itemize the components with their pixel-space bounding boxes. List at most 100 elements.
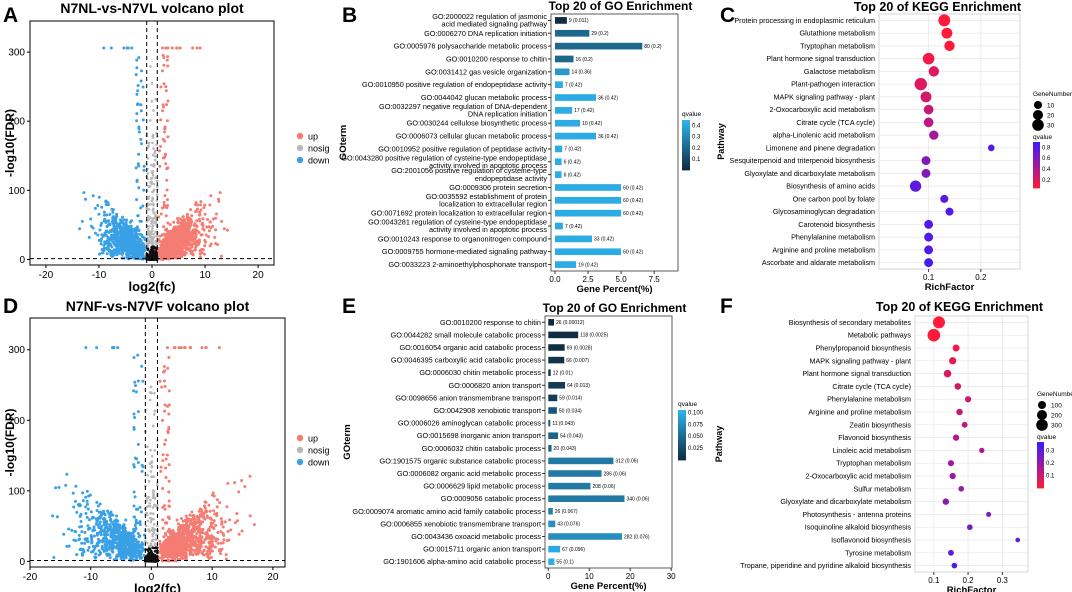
y-tick-label: 300: [8, 48, 25, 59]
down-point: [139, 103, 143, 107]
down-point: [106, 241, 110, 245]
down-point: [115, 246, 119, 250]
panel-label-f: F: [720, 295, 733, 318]
down-point: [119, 225, 123, 229]
down-point: [115, 227, 119, 231]
nosig-point: [151, 190, 154, 194]
nosig-point: [148, 241, 151, 244]
up-point: [202, 252, 206, 256]
legend-marker-up: [296, 132, 304, 140]
nosig-point: [150, 238, 154, 242]
nosig-point: [149, 177, 153, 180]
up-point: [207, 229, 211, 233]
up-point: [158, 164, 162, 168]
up-point: [206, 217, 210, 221]
charts-layer: N7NL-vs-N7VL volcano plot-20 -10 0 10 200100…: [3, 0, 1072, 592]
up-point: [172, 220, 176, 224]
down-point: [123, 243, 127, 247]
down-point: [137, 243, 141, 247]
y-tick-label: 100: [8, 186, 25, 197]
up-point: [225, 228, 229, 232]
down-point: [122, 218, 126, 222]
up-point: [178, 46, 182, 50]
down-point: [121, 231, 125, 235]
up-point: [160, 69, 164, 73]
nosig-point: [155, 179, 159, 183]
up-point: [176, 217, 180, 221]
up-point: [162, 205, 166, 209]
nosig-point: [150, 163, 153, 167]
up-point: [165, 58, 169, 62]
down-point: [111, 208, 115, 212]
down-point: [110, 235, 114, 239]
nosig-point: [155, 143, 158, 147]
up-point: [187, 243, 191, 247]
up-point: [168, 223, 172, 227]
down-point: [115, 212, 119, 216]
up-point: [183, 253, 187, 257]
up-point: [208, 244, 212, 248]
up-point: [198, 213, 202, 217]
panel-label-a: A: [3, 4, 18, 27]
up-point: [162, 200, 166, 204]
up-point: [178, 249, 182, 253]
nosig-point: [151, 227, 154, 230]
down-point: [134, 230, 138, 234]
down-point: [102, 46, 106, 50]
down-point: [108, 212, 112, 216]
up-point: [181, 228, 185, 232]
up-point: [190, 238, 194, 242]
down-point: [78, 227, 82, 231]
down-point: [137, 253, 141, 257]
up-point: [190, 233, 194, 237]
nosig-point: [151, 245, 154, 249]
down-point: [136, 89, 140, 93]
down-point: [105, 229, 109, 233]
nosig-point: [152, 163, 156, 166]
down-point: [131, 242, 135, 246]
down-point: [97, 238, 101, 242]
down-point: [128, 243, 132, 247]
down-point: [105, 225, 109, 229]
up-point: [189, 208, 193, 212]
down-point: [87, 235, 91, 239]
down-point: [98, 252, 102, 256]
up-point: [166, 64, 170, 68]
down-point: [110, 220, 114, 224]
up-point: [161, 105, 165, 109]
down-point: [80, 219, 84, 223]
down-point: [114, 221, 118, 225]
down-point: [100, 221, 104, 225]
down-point: [133, 243, 137, 247]
nosig-point: [150, 82, 154, 85]
legend-label-down: down: [308, 156, 330, 166]
up-point: [219, 254, 223, 258]
panel-label-e: E: [342, 295, 356, 318]
up-point: [205, 225, 209, 229]
down-point: [135, 178, 139, 182]
up-point: [168, 246, 172, 250]
nosig-point: [146, 202, 150, 205]
down-point: [142, 188, 146, 192]
up-point: [166, 99, 170, 103]
down-point: [136, 228, 140, 232]
down-point: [122, 46, 126, 50]
x-tick-label: 10: [199, 270, 211, 281]
up-point: [173, 243, 177, 247]
up-point: [163, 252, 167, 256]
nosig-point: [152, 188, 156, 192]
up-point: [160, 46, 164, 50]
down-point: [138, 219, 142, 223]
down-point: [139, 109, 143, 113]
up-point: [198, 252, 202, 256]
down-point: [100, 233, 104, 237]
up-point: [177, 238, 181, 242]
up-point: [214, 212, 218, 216]
nosig-point: [155, 233, 159, 237]
down-point: [133, 250, 137, 254]
up-point: [182, 239, 186, 243]
chart-title: N7NF-vs-N7VF volcano plot: [66, 298, 250, 314]
up-point: [201, 217, 205, 221]
down-point: [128, 220, 132, 224]
